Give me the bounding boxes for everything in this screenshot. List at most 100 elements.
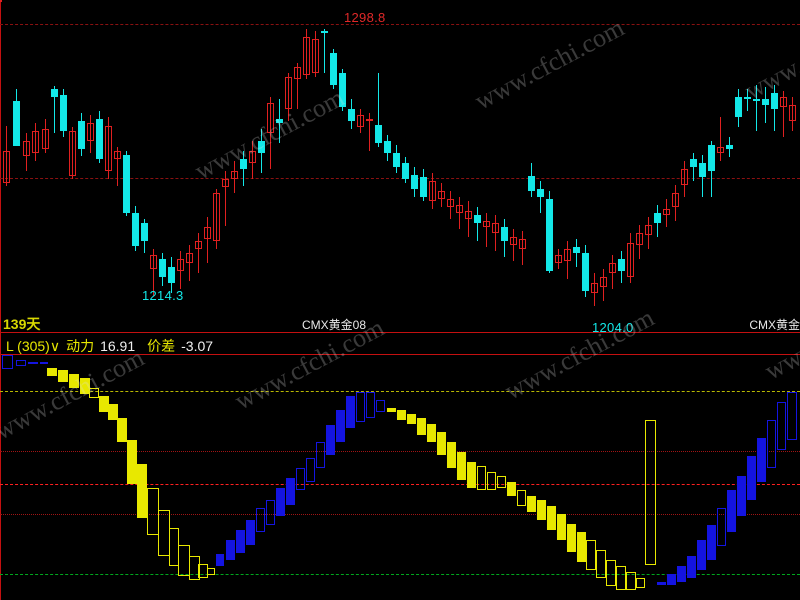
price-high-label: 1298.8 — [344, 10, 386, 25]
candle-body — [636, 233, 643, 245]
candle-wick — [792, 97, 793, 131]
candle-wick — [684, 161, 685, 197]
candle-wick — [297, 63, 298, 109]
candle-body — [321, 31, 328, 33]
price-chart-panel[interactable]: 1298.8 1214.3 — [0, 0, 800, 312]
indicator-bar — [117, 418, 127, 442]
candle-wick — [35, 123, 36, 161]
candle-wick — [369, 113, 370, 151]
candle-body — [384, 141, 391, 153]
candle-wick — [648, 217, 649, 249]
candle-body — [708, 145, 715, 171]
candle-wick — [594, 273, 595, 306]
candle-wick — [90, 115, 91, 153]
indicator-metric2-label: 价差 — [147, 338, 176, 354]
candle-body — [339, 73, 346, 107]
indicator-bar — [667, 574, 676, 585]
candle-body — [96, 119, 103, 159]
indicator-bar — [606, 560, 616, 586]
indicator-name[interactable]: L (305) — [6, 338, 50, 354]
candle-body — [699, 163, 706, 177]
candle-body — [141, 223, 148, 241]
indicator-bar — [28, 362, 38, 364]
indicator-bar — [417, 418, 426, 435]
symbol-label-right: CMX黄金 — [749, 318, 800, 332]
indicator-bar — [677, 566, 686, 582]
candle-body — [285, 77, 292, 109]
candle-wick — [306, 29, 307, 79]
candle-wick — [441, 183, 442, 207]
candle-body — [348, 109, 355, 121]
candle-body — [375, 125, 382, 143]
candle-body — [105, 126, 112, 171]
candle-wick — [459, 197, 460, 229]
candle-wick — [54, 86, 55, 133]
indicator-bar — [236, 530, 245, 553]
indicator-bar — [757, 438, 766, 482]
price-low-label-left: 1214.3 — [142, 288, 184, 303]
candle-body — [582, 253, 589, 291]
candle-body — [393, 153, 400, 167]
indicator-bar — [497, 476, 506, 488]
candle-body — [330, 53, 337, 85]
candle-body — [69, 131, 76, 176]
indicator-bar — [127, 440, 137, 484]
candle-wick — [315, 31, 316, 77]
candle-body — [600, 277, 607, 287]
candle-wick — [468, 201, 469, 237]
indicator-bar — [216, 554, 224, 566]
candle-body — [32, 131, 39, 153]
indicator-bar — [636, 578, 645, 588]
candle-body — [753, 99, 760, 101]
indicator-metric1-label: 动力 — [66, 338, 95, 354]
indicator-bar — [316, 442, 325, 468]
indicator-bar — [69, 374, 79, 388]
candle-body — [546, 199, 553, 271]
indicator-bar — [397, 410, 406, 420]
candle-body — [51, 89, 58, 97]
indicator-bar — [407, 414, 416, 424]
candle-body — [420, 177, 427, 197]
candle-wick — [225, 171, 226, 226]
candle-body — [303, 37, 310, 75]
indicator-bar — [266, 500, 275, 525]
indicator-bar — [336, 410, 345, 442]
candle-body — [609, 263, 616, 273]
indicator-bar — [687, 556, 696, 578]
candle-body — [222, 179, 229, 187]
indicator-bar — [376, 400, 385, 412]
indicator-bar — [47, 368, 57, 376]
indicator-bar — [517, 490, 526, 506]
indicator-bar — [296, 468, 305, 490]
candle-wick — [765, 87, 766, 123]
indicator-gridline — [0, 391, 800, 392]
candle-wick — [450, 191, 451, 219]
candle-body — [573, 247, 580, 253]
indicator-bar — [207, 568, 215, 575]
candle-wick — [72, 127, 73, 179]
candle-body — [564, 249, 571, 261]
indicator-bar — [487, 472, 496, 490]
symbol-label-center: CMX黄金08 — [302, 318, 367, 332]
candle-wick — [783, 91, 784, 137]
candle-wick — [432, 173, 433, 209]
candle-body — [501, 227, 508, 241]
candle-body — [168, 267, 175, 283]
candle-body — [231, 171, 238, 179]
candle-body — [681, 169, 688, 185]
indicator-bar — [467, 462, 476, 488]
indicator-header[interactable]: L (305)∨ 动力 16.91 价差 -3.07 — [6, 336, 213, 356]
indicator-bar — [777, 402, 786, 450]
indicator-bar — [657, 582, 666, 585]
candle-body — [744, 97, 751, 99]
chevron-down-icon[interactable]: ∨ — [49, 338, 61, 354]
indicator-gridline — [0, 451, 800, 452]
left-axis-border — [0, 0, 1, 600]
indicator-bar — [727, 490, 736, 532]
candle-body — [13, 101, 20, 146]
candle-body — [438, 191, 445, 199]
candle-body — [276, 119, 283, 123]
candle-body — [60, 95, 67, 131]
separator-line-bottom — [0, 354, 800, 355]
candle-body — [249, 151, 256, 163]
